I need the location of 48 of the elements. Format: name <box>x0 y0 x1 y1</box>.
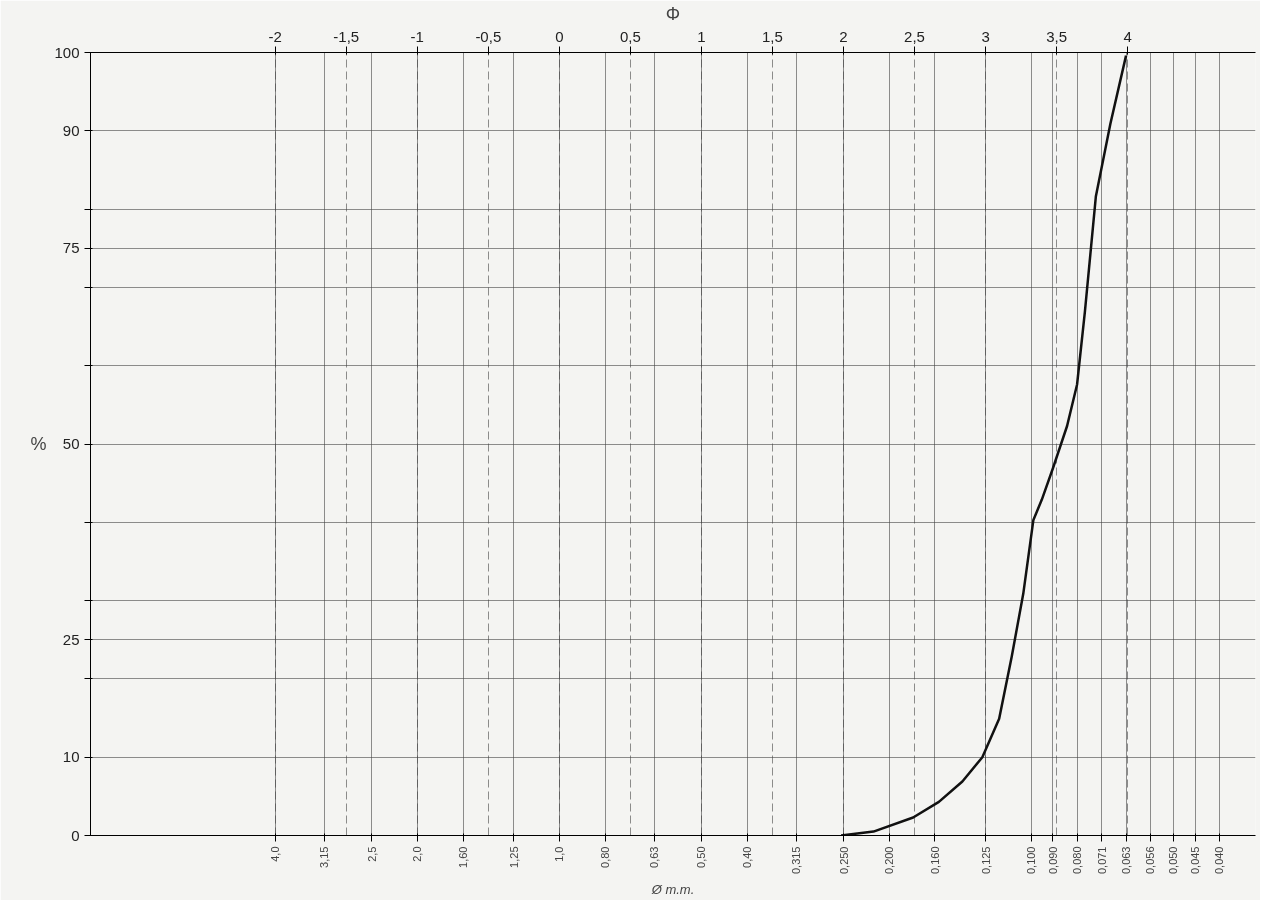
x-tick-label: 0,080 <box>1071 846 1084 875</box>
y-tick-label: 100 <box>54 43 80 61</box>
x-tick-label: 0,045 <box>1189 846 1202 875</box>
x-tick-label: 0,100 <box>1025 846 1038 875</box>
x2-tick-label: -2 <box>268 27 282 45</box>
x-tick-label: 0,125 <box>979 846 992 875</box>
x2-tick-label: 4 <box>1123 27 1132 45</box>
x-tick-label: 3,15 <box>318 846 331 868</box>
y-axis-title: % <box>30 434 47 454</box>
x-tick-label: 0,315 <box>790 846 803 875</box>
x-tick-label: 1,0 <box>553 846 566 862</box>
x2-tick-label: 2,5 <box>904 27 925 45</box>
x2-tick-label: 0 <box>555 27 564 45</box>
x-axis-title: Ø m.m. <box>650 882 695 898</box>
x2-tick-label: 2 <box>839 27 848 45</box>
x2-tick-label: -1,5 <box>333 27 360 45</box>
x-tick-label: 0,050 <box>1167 846 1180 875</box>
x2-axis-title: Φ <box>665 3 681 24</box>
x-tick-label: 1,60 <box>457 846 470 868</box>
x-tick-label: 0,040 <box>1213 846 1226 875</box>
x2-tick-label: 1 <box>697 27 706 45</box>
x2-tick-label: 1,5 <box>762 27 783 45</box>
x2-tick-label: 3 <box>981 27 990 45</box>
x-tick-label: 4,0 <box>269 846 282 862</box>
x-tick-label: 0,056 <box>1144 846 1157 875</box>
x2-tick-label: -0,5 <box>475 27 502 45</box>
x-tick-label: 0,071 <box>1095 846 1108 875</box>
x-tick-label: 1,25 <box>507 846 520 868</box>
x2-tick-label: -1 <box>410 27 424 45</box>
y-tick-label: 50 <box>62 435 80 452</box>
y-tick-label: 25 <box>62 630 80 648</box>
y-tick-label: 0 <box>71 826 80 844</box>
x-tick-label: 2,5 <box>365 846 378 862</box>
x-tick-label: 0,063 <box>1120 846 1133 875</box>
x-tick-label: 0,200 <box>883 846 896 875</box>
x-tick-label: 0,40 <box>741 846 754 868</box>
x-tick-label: 0,090 <box>1046 846 1059 875</box>
x-tick-label: 0,80 <box>599 846 612 868</box>
y-tick-label: 75 <box>62 239 80 257</box>
y-tick-label: 10 <box>62 748 80 766</box>
x2-tick-label: 0,5 <box>619 27 641 45</box>
y-tick-label: 90 <box>62 121 80 139</box>
x-tick-label: 0,160 <box>929 846 941 875</box>
x-tick-label: 0,250 <box>837 846 850 875</box>
x-tick-label: 0,63 <box>648 846 661 868</box>
x2-tick-label: 3,5 <box>1046 27 1068 45</box>
x-tick-label: 0,50 <box>695 846 708 868</box>
x-tick-label: 2,0 <box>411 846 424 862</box>
